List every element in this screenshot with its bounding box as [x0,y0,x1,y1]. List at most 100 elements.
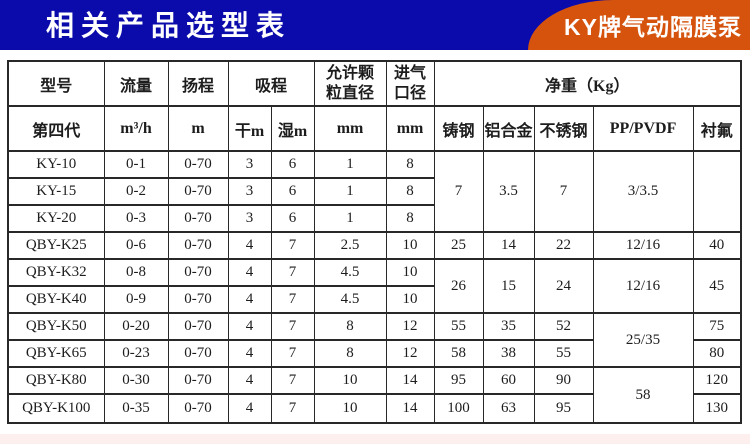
header-row-1: 型号 流量 扬程 吸程 允许颗粒直径 进气口径 净重（Kg） [7,60,742,107]
table-row: KY-15 0-2 0-70 3 6 1 8 [7,177,741,206]
unit-flow: m³/h [103,105,169,152]
cell-weight-pp-pvdf: 12/16 [592,231,694,260]
table-row: KY-10 0-1 0-70 3 6 1 8 7 3.5 7 3/3.5 [7,150,742,233]
col-header-inlet-label: 进气口径 [394,64,427,102]
col-header-inlet: 进气口径 [385,60,435,107]
cell-weight-aluminum: 35 [482,312,535,341]
table-row: QBY-K40 0-9 0-70 4 7 4.5 10 [7,285,741,314]
cell-head: 0-70 [167,177,229,206]
header-row-2: 第四代 m³/h m 干m 湿m mm mm 铸钢 铝合金 不锈钢 PP/PVD… [7,105,742,152]
cell-model: KY-20 [7,204,105,233]
cell-head: 0-70 [167,393,229,424]
cell-head: 0-70 [167,312,229,341]
cell-weight-cast: 7 [433,150,484,233]
cell-inlet: 12 [385,339,435,368]
cell-weight-fluorine: 80 [692,339,742,368]
cell-weight-aluminum: 63 [482,393,535,424]
cell-inlet: 12 [385,312,435,341]
cell-flow: 0-20 [103,312,169,341]
cell-model: QBY-K25 [7,231,105,260]
col-header-dry: 干m [227,105,272,152]
cell-wet: 7 [270,231,315,260]
cell-weight-stainless: 24 [533,258,594,314]
cell-weight-stainless: 90 [533,366,594,395]
cell-wet: 6 [270,204,315,233]
cell-head: 0-70 [167,339,229,368]
cell-weight-stainless: 7 [533,150,594,233]
cell-model: QBY-K100 [7,393,105,424]
cell-particle: 1 [313,150,387,179]
cell-particle: 10 [313,393,387,424]
cell-weight-stainless: 52 [533,312,594,341]
cell-inlet: 14 [385,366,435,395]
cell-particle: 1 [313,177,387,206]
cell-inlet: 10 [385,285,435,314]
table-row: KY-20 0-3 0-70 3 6 1 8 [7,204,741,233]
cell-weight-fluorine [692,150,742,233]
cell-dry: 3 [227,150,272,179]
cell-weight-fluorine: 130 [692,393,742,424]
cell-weight-cast: 95 [433,366,484,395]
cell-dry: 4 [227,231,272,260]
cell-dry: 4 [227,366,272,395]
cell-inlet: 14 [385,393,435,424]
cell-weight-aluminum: 3.5 [482,150,535,233]
cell-flow: 0-3 [103,204,169,233]
cell-dry: 4 [227,393,272,424]
cell-weight-cast: 58 [433,339,484,368]
cell-flow: 0-6 [103,231,169,260]
col-header-head: 扬程 [167,60,229,107]
unit-particle: mm [313,105,387,152]
col-header-flow: 流量 [103,60,169,107]
col-header-generation: 第四代 [7,105,105,152]
cell-wet: 6 [270,150,315,179]
cell-head: 0-70 [167,231,229,260]
top-banner: 相关产品选型表 KY牌气动隔膜泵 [0,0,750,50]
col-header-particle: 允许颗粒直径 [313,60,387,107]
cell-particle: 2.5 [313,231,387,260]
cell-inlet: 8 [385,177,435,206]
col-header-suction: 吸程 [227,60,315,107]
table-row: QBY-K25 0-6 0-70 4 7 2.5 10 25 14 22 12/… [7,231,742,260]
table-row: QBY-K100 0-35 0-70 4 7 10 14 100 63 95 1… [7,393,742,424]
cell-weight-aluminum: 60 [482,366,535,395]
table-row: QBY-K80 0-30 0-70 4 7 10 14 95 60 90 58 … [7,366,742,424]
cell-particle: 4.5 [313,285,387,314]
cell-weight-aluminum: 14 [482,231,535,260]
table-row: QBY-K50 0-20 0-70 4 7 8 12 55 35 52 25/3… [7,312,742,368]
cell-head: 0-70 [167,150,229,179]
col-header-cast-steel: 铸钢 [433,105,484,152]
cell-dry: 4 [227,339,272,368]
col-header-fluorine: 衬氟 [692,105,742,152]
cell-weight-stainless: 22 [533,231,594,260]
cell-weight-pp-pvdf: 12/16 [592,258,694,314]
cell-particle: 10 [313,366,387,395]
page-title: 相关产品选型表 [46,10,292,42]
product-name-label: KY牌气动隔膜泵 [564,14,742,40]
cell-weight-stainless: 95 [533,393,594,424]
cell-particle: 1 [313,204,387,233]
cell-weight-aluminum: 15 [482,258,535,314]
cell-dry: 4 [227,258,272,287]
cell-flow: 0-8 [103,258,169,287]
cell-wet: 7 [270,258,315,287]
cell-particle: 8 [313,312,387,341]
cell-model: KY-10 [7,150,105,179]
cell-wet: 7 [270,393,315,424]
cell-weight-pp-pvdf: 3/3.5 [592,150,694,233]
table-row: QBY-K32 0-8 0-70 4 7 4.5 10 26 15 24 12/… [7,258,742,314]
cell-flow: 0-1 [103,150,169,179]
cell-wet: 7 [270,285,315,314]
product-spec-table: 型号 流量 扬程 吸程 允许颗粒直径 进气口径 净重（Kg） 第四代 m³/h … [7,60,743,424]
cell-head: 0-70 [167,285,229,314]
cell-wet: 6 [270,177,315,206]
cell-model: QBY-K65 [7,339,105,368]
cell-flow: 0-30 [103,366,169,395]
cell-flow: 0-35 [103,393,169,424]
cell-head: 0-70 [167,258,229,287]
cell-inlet: 10 [385,231,435,260]
col-header-wet: 湿m [270,105,315,152]
cell-inlet: 8 [385,204,435,233]
col-header-model: 型号 [7,60,105,107]
cell-dry: 4 [227,312,272,341]
